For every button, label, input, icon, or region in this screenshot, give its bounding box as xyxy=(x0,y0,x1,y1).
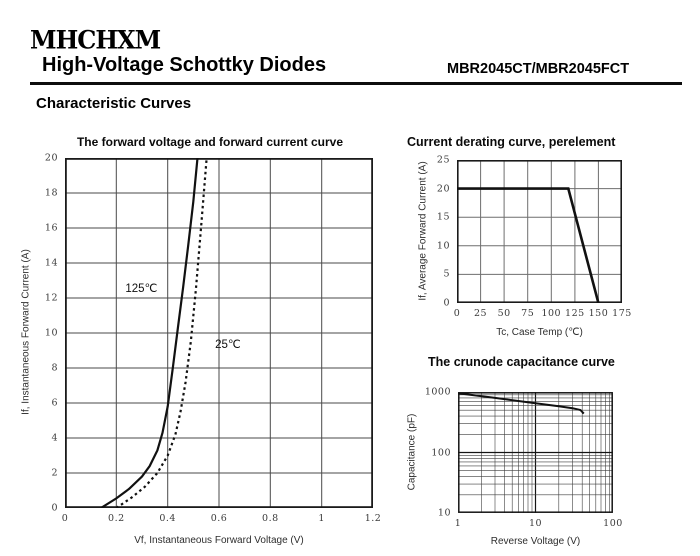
y-tick-label: 8 xyxy=(51,362,58,374)
x-tick-label: 0 xyxy=(61,513,69,524)
forward-chart-canvas xyxy=(65,158,373,508)
forward-chart-ylabel: If, Instantaneous Forward Current (A) xyxy=(20,249,32,415)
derating-curve-0 xyxy=(457,187,600,303)
x-tick-label: 25 xyxy=(474,308,488,319)
y-tick-label: 16 xyxy=(44,222,58,234)
x-tick-label: 100 xyxy=(541,308,562,319)
capacitance-chart-canvas xyxy=(458,392,613,513)
plot-border xyxy=(458,392,613,513)
curve-label: 125℃ xyxy=(125,282,158,295)
y-tick-label: 25 xyxy=(436,154,450,166)
capacitance-chart-title: The crunode capacitance curve xyxy=(428,355,615,369)
y-tick-label: 15 xyxy=(436,211,450,223)
y-tick-label: 2 xyxy=(51,467,58,479)
page-title: High-Voltage Schottky Diodes xyxy=(42,54,327,76)
y-tick-label: 0 xyxy=(51,502,58,514)
derating-chart-ylabel: If, Average Forward Current (A) xyxy=(417,161,429,301)
derating-chart-plot: 0 25 50 75 100 125 150 175 0 5 10 15 20 25 xyxy=(437,155,631,320)
x-tick-label: 0.6 xyxy=(210,513,228,524)
plot-border xyxy=(65,158,373,508)
brand-logo: MHCHXM xyxy=(30,24,161,55)
derating-chart-title: Current derating curve, perelement xyxy=(407,135,616,149)
y-tick-label: 1000 xyxy=(424,386,451,398)
y-tick-label: 4 xyxy=(51,432,58,444)
y-tick-label: 20 xyxy=(44,152,58,164)
x-tick-label: 0.4 xyxy=(159,513,176,524)
section-title: Characteristic Curves xyxy=(36,95,192,112)
part-number: MBR2045CT/MBR2045FCT xyxy=(447,61,630,77)
y-tick-label: 10 xyxy=(44,327,58,339)
x-tick-label: 0.8 xyxy=(262,513,279,524)
capacitance-curve-0 xyxy=(458,392,585,415)
y-tick-label: 0 xyxy=(443,297,450,309)
x-tick-label: 75 xyxy=(521,308,535,319)
plot-border xyxy=(457,160,622,303)
x-tick-label: 50 xyxy=(497,308,511,319)
x-tick-label: 0.2 xyxy=(108,513,125,524)
x-tick-label: 175 xyxy=(612,308,632,319)
125℃-forward-curve-0 xyxy=(100,158,199,508)
derating-chart-xlabel: Tc, Case Temp (℃) xyxy=(496,327,583,338)
y-tick-label: 10 xyxy=(437,507,451,519)
capacitance-chart-xlabel: Reverse Voltage (V) xyxy=(490,536,581,547)
y-tick-label: 100 xyxy=(431,447,451,458)
derating-chart-canvas xyxy=(457,160,622,303)
y-tick-label: 12 xyxy=(44,292,58,304)
x-tick-label: 150 xyxy=(588,308,609,319)
x-tick-label: 0 xyxy=(453,308,461,319)
capacitance-chart-plot: 1 10 100 10 100 1000 xyxy=(425,387,623,530)
curve-label: 25℃ xyxy=(215,338,241,351)
y-tick-label: 18 xyxy=(44,187,58,199)
capacitance-chart-ylabel: Capacitance (pF) xyxy=(406,413,418,491)
y-tick-label: 14 xyxy=(44,257,58,269)
header-divider xyxy=(30,82,682,85)
y-tick-label: 6 xyxy=(51,397,58,409)
x-tick-label: 1.2 xyxy=(364,513,382,524)
y-tick-label: 5 xyxy=(443,268,450,280)
forward-chart-xlabel: Vf, Instantaneous Forward Voltage (V) xyxy=(134,535,304,546)
x-tick-label: 10 xyxy=(528,518,543,529)
x-tick-label: 100 xyxy=(603,518,623,529)
x-tick-label: 1 xyxy=(318,513,325,524)
25℃-forward-curve-1 xyxy=(115,158,208,508)
y-tick-label: 20 xyxy=(436,183,450,195)
x-tick-label: 1 xyxy=(454,518,462,529)
x-tick-label: 125 xyxy=(565,308,585,319)
y-tick-label: 10 xyxy=(436,240,450,252)
forward-chart-plot: 0 0.2 0.4 0.6 0.8 1 1.2 0 2 4 6 8 10 12 14 16 18 20 125℃ 25… xyxy=(45,153,381,525)
forward-chart-title: The forward voltage and forward current … xyxy=(76,135,344,149)
